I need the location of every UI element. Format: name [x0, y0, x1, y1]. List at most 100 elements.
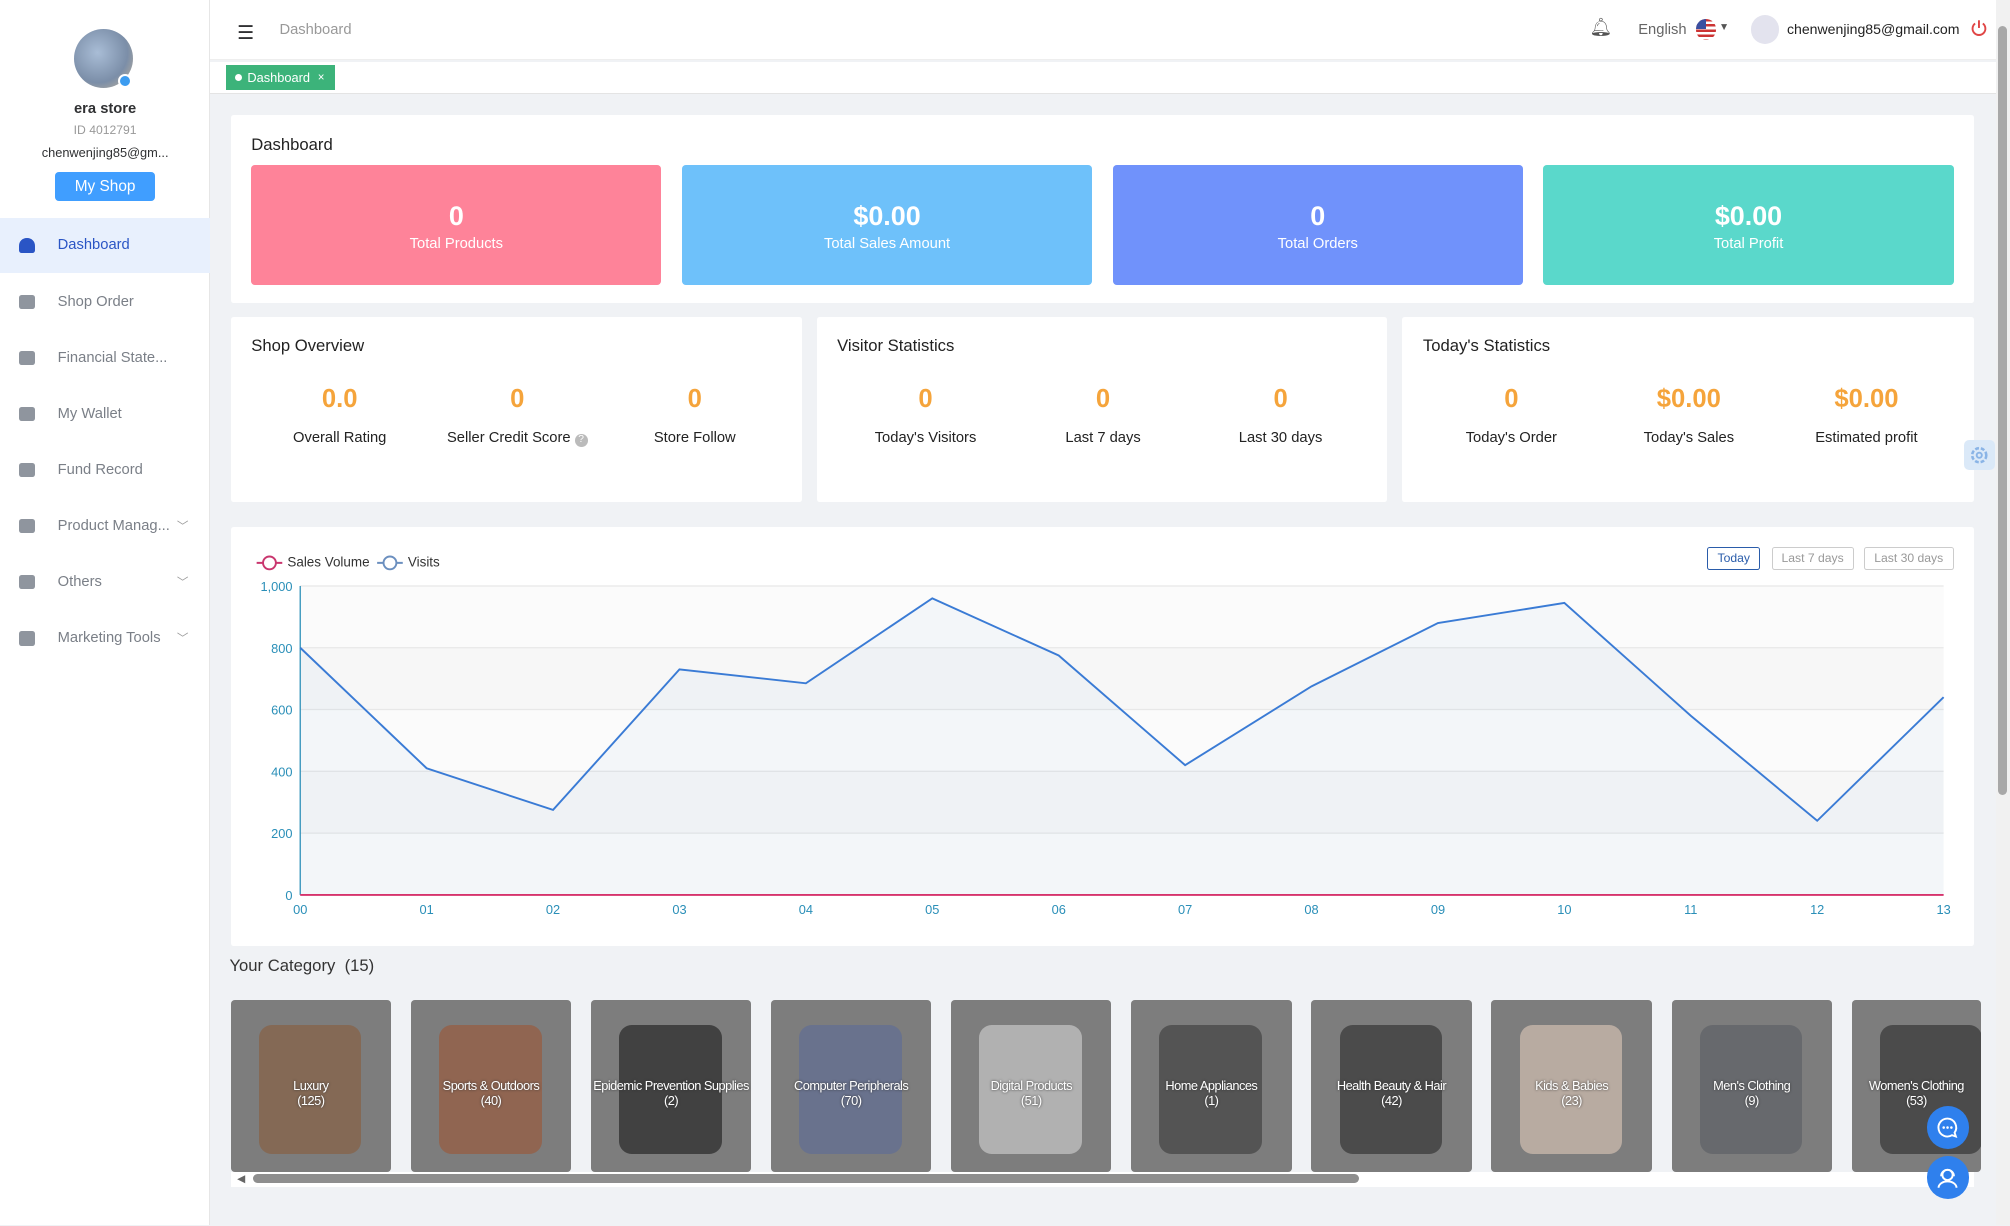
power-icon[interactable] [1970, 19, 1988, 37]
category-name: Health Beauty & Hair [1336, 1078, 1447, 1094]
grid-band [299, 647, 1944, 710]
stat-label: Estimated profit [1815, 430, 1918, 447]
store-name: era store [73, 101, 137, 118]
scroll-left-icon[interactable]: ◀ [237, 1173, 246, 1185]
store-id: ID 4012791 [73, 123, 137, 138]
x-tick-label: 13 [1936, 902, 1950, 917]
page-scrollbar[interactable] [1995, 0, 2010, 1226]
caret-down-icon[interactable]: ▼ [1719, 21, 1730, 33]
wallet-icon [19, 406, 35, 421]
tile-value: 0 [1310, 201, 1326, 232]
x-tick-label: 04 [798, 902, 812, 917]
category-card[interactable]: Sports & Outdoors (40) [410, 999, 572, 1172]
category-card[interactable]: Men's Clothing (9) [1671, 999, 1832, 1172]
category-image [1699, 1025, 1803, 1154]
category-card[interactable]: Health Beauty & Hair (42) [1311, 999, 1472, 1172]
tab-label: Dashboard [247, 70, 310, 86]
stat-value: 0 [918, 384, 933, 413]
us-flag-icon[interactable] [1695, 19, 1717, 40]
category-card[interactable]: Digital Products (51) [951, 999, 1112, 1172]
category-image [619, 1025, 722, 1154]
visits-line [299, 597, 1945, 822]
sidebar-item-label: Fund Record [57, 462, 143, 479]
grid-band [299, 709, 1944, 772]
stat-value: 0.0 [321, 384, 358, 413]
visitor-statistics-card: Visitor Statistics 0 Today's Visitors 0 Last… [816, 316, 1387, 503]
range-button-last-7-days[interactable]: Last 7 days [1771, 547, 1854, 571]
x-tick-label: 03 [672, 902, 686, 917]
sidebar-item-my-wallet[interactable]: My Wallet [0, 386, 210, 441]
close-icon[interactable]: × [317, 71, 325, 84]
category-card[interactable]: Epidemic Prevention Supplies (2) [590, 999, 752, 1172]
my-shop-button[interactable]: My Shop [55, 171, 156, 202]
sidebar-item-financial-state[interactable]: Financial State... [0, 330, 210, 385]
category-scrollbar[interactable]: ◀ [230, 1171, 1975, 1188]
stat-label: Seller Credit Score [446, 430, 571, 447]
chat-bubble-icon [1937, 1117, 1958, 1138]
legend-label: Visits [408, 555, 440, 570]
category-name: Digital Products [990, 1078, 1073, 1094]
tile-value: $0.00 [853, 201, 921, 232]
chat-button[interactable] [1926, 1106, 1969, 1149]
tab-dashboard[interactable]: Dashboard × [225, 65, 335, 90]
user-email[interactable]: chenwenjing85@gmail.com [1786, 20, 1960, 37]
stat-item: 0 Today's Order [1422, 385, 1601, 447]
x-tick-label: 11 [1684, 902, 1697, 917]
document-icon [19, 463, 35, 478]
grid-band [299, 832, 1944, 895]
category-image [1339, 1025, 1443, 1154]
x-tick-label: 05 [925, 902, 939, 917]
chart-icon [19, 350, 35, 365]
category-name: Kids & Babies [1535, 1078, 1609, 1094]
sidebar-item-label: Dashboard [57, 237, 130, 254]
card-title: Shop Overview [251, 335, 365, 355]
sidebar-item-marketing-tools[interactable]: Marketing Tools ﹀ [0, 611, 210, 666]
stat-item: 0.0 Overall Rating [250, 385, 429, 447]
user-avatar[interactable] [1751, 15, 1780, 44]
verified-badge-icon [117, 74, 133, 89]
card-title: Visitor Statistics [837, 335, 955, 355]
tile-label: Total Sales Amount [823, 236, 951, 253]
settings-gear-icon[interactable] [1963, 439, 1995, 471]
x-tick-label: 12 [1810, 902, 1824, 917]
category-card[interactable]: Kids & Babies (23) [1491, 999, 1652, 1172]
dashboard-icon [19, 238, 35, 253]
category-card[interactable]: Computer Peripherals (70) [771, 999, 932, 1172]
stat-value: 0 [1095, 384, 1111, 413]
sidebar-item-shop-order[interactable]: Shop Order [0, 274, 210, 329]
category-image [1519, 1025, 1623, 1154]
sidebar-item-fund-record[interactable]: Fund Record [0, 443, 210, 498]
range-button-last-30-days[interactable]: Last 30 days [1863, 547, 1954, 571]
customer-service-button[interactable] [1926, 1156, 1969, 1199]
sidebar-item-label: Financial State... [57, 349, 168, 366]
tile-label: Total Products [409, 236, 504, 253]
sidebar-item-label: Shop Order [57, 293, 134, 310]
sidebar-item-product-manag[interactable]: Product Manag... ﹀ [0, 499, 210, 554]
category-count: (40) [480, 1093, 502, 1109]
tags-bar [210, 61, 1996, 94]
line-chart: 0 200 400 600 800 1,000 00 01 02 03 04 05 06 07 08 09 10… [256, 555, 1950, 917]
scrollbar-thumb[interactable] [252, 1174, 1359, 1184]
tile-label: Total Orders [1277, 236, 1358, 253]
y-tick-label: 0 [285, 888, 292, 903]
category-count: (9) [1744, 1093, 1760, 1109]
y-tick-label: 1,000 [260, 579, 292, 594]
category-card[interactable]: Home Appliances (1) [1131, 999, 1292, 1172]
card-title: Today's Statistics [1422, 335, 1551, 355]
stat-label: Last 7 days [1065, 430, 1141, 447]
headset-icon [1937, 1168, 1958, 1188]
range-button-today[interactable]: Today [1707, 547, 1761, 571]
category-card[interactable]: Women's Clothing (53) [1851, 999, 1982, 1172]
sidebar-item-others[interactable]: Others ﹀ [0, 555, 210, 610]
language-selector[interactable]: English [1638, 21, 1687, 38]
y-tick-label: 600 [271, 703, 292, 718]
sidebar-item-label: Marketing Tools [57, 630, 161, 647]
x-tick-label: 07 [1178, 902, 1192, 917]
bell-icon[interactable]: 🔔︎ [1589, 16, 1613, 37]
category-count: (15) [344, 956, 375, 976]
category-card[interactable]: Luxury (125) [230, 999, 391, 1172]
grid-band [299, 771, 1944, 833]
hamburger-menu-icon[interactable]: ☰ [237, 22, 255, 44]
sidebar-item-dashboard[interactable]: Dashboard [0, 217, 211, 274]
help-icon[interactable]: ? [574, 434, 588, 448]
